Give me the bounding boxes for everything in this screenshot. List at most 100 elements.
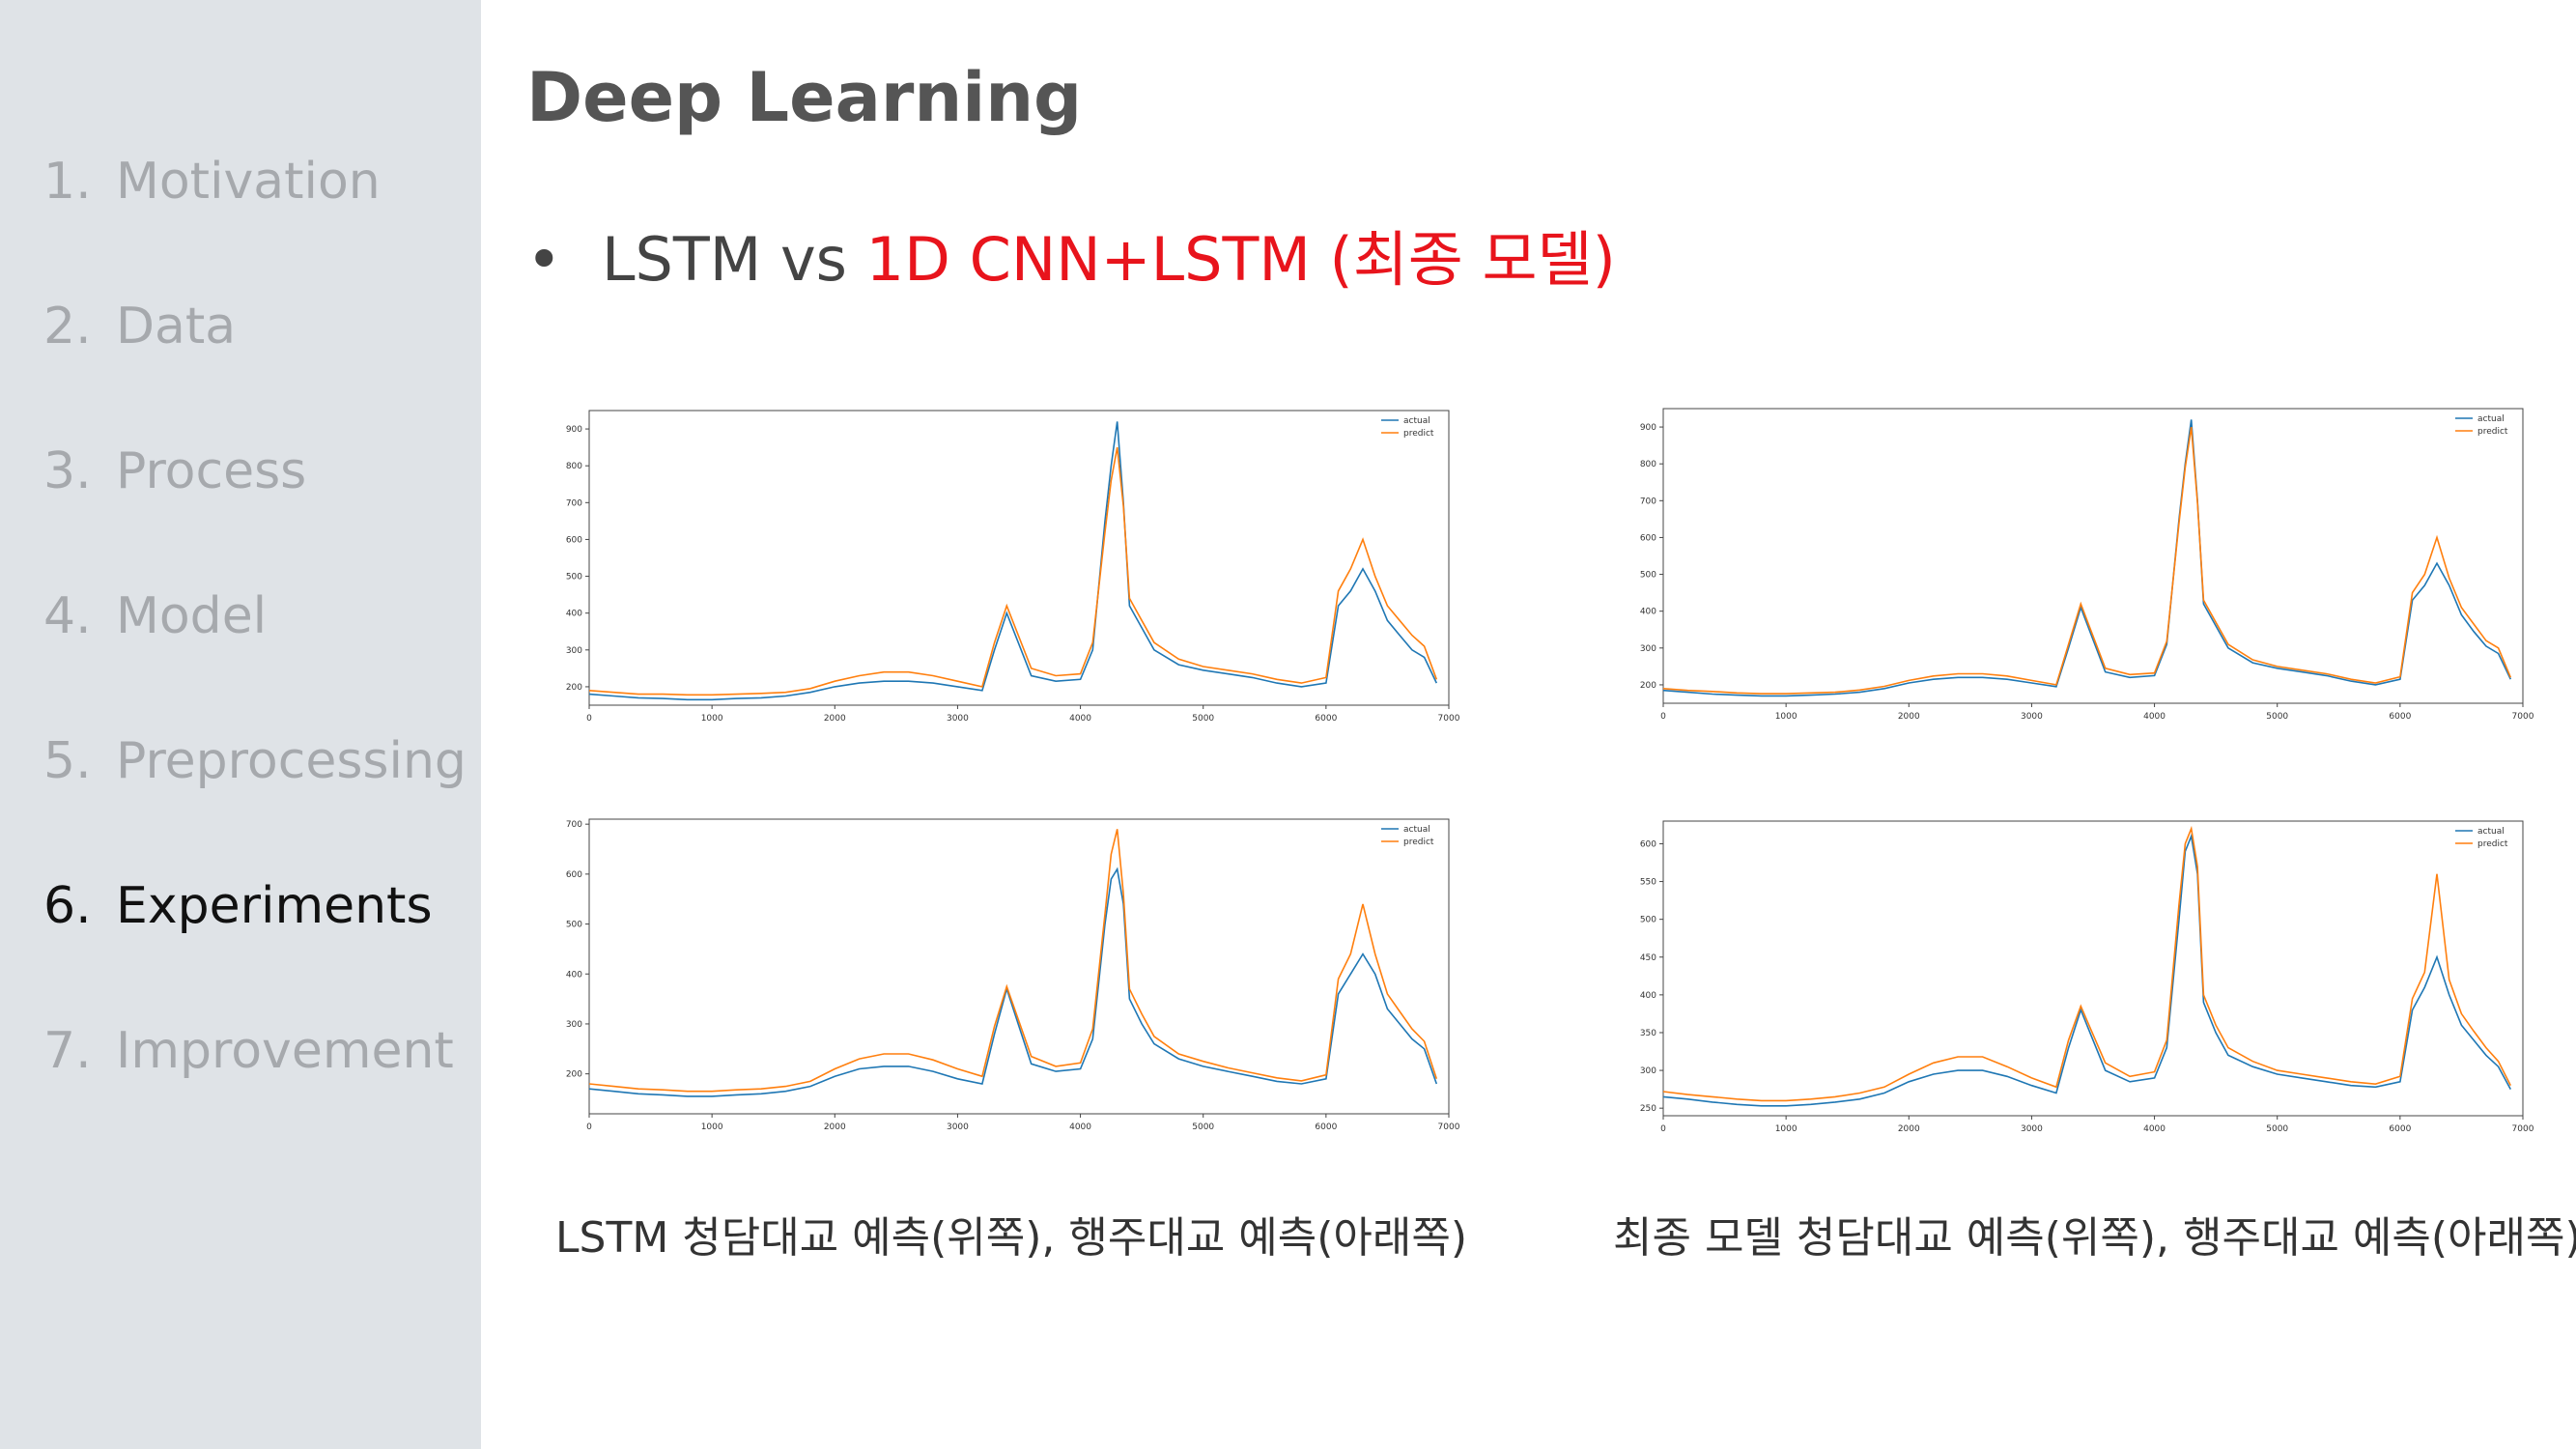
x-tick-label: 2000 bbox=[824, 1122, 846, 1132]
nav-item-model[interactable]: 4. Model bbox=[43, 587, 267, 645]
nav-item-process[interactable]: 3. Process bbox=[43, 442, 306, 500]
legend-label-actual: actual bbox=[2477, 414, 2505, 424]
plot-frame bbox=[1662, 408, 2524, 704]
x-tick-label: 1000 bbox=[1775, 712, 1798, 722]
legend-label-predict: predict bbox=[1403, 838, 1434, 847]
x-tick-label: 3000 bbox=[947, 1122, 969, 1132]
bullet-dot-icon: • bbox=[526, 224, 562, 295]
nav-item-number: 5. bbox=[43, 732, 92, 790]
nav-item-label: Improvement bbox=[116, 1022, 454, 1080]
y-tick-label: 400 bbox=[566, 610, 582, 619]
x-tick-label: 4000 bbox=[1069, 1122, 1091, 1132]
plot-frame bbox=[588, 818, 1450, 1115]
chart-svg: 0 1000 2000 3000 4000 5000 6000 7000 200 300 400 50… bbox=[566, 410, 1460, 724]
x-tick-label: 3000 bbox=[947, 714, 969, 724]
chart-lstm-haengju: 0 1000 2000 3000 4000 5000 6000 7000 200 300 400 50… bbox=[541, 810, 1460, 1143]
x-tick-label: 5000 bbox=[1192, 714, 1214, 724]
x-tick-label: 6000 bbox=[2389, 712, 2411, 722]
nav-item-number: 6. bbox=[43, 877, 92, 935]
nav-item-data[interactable]: 2. Data bbox=[43, 298, 236, 355]
plot-frame bbox=[588, 410, 1450, 706]
x-tick-label: 7000 bbox=[1438, 714, 1460, 724]
nav-item-improvement[interactable]: 7. Improvement bbox=[43, 1022, 454, 1080]
nav-item-number: 4. bbox=[43, 587, 92, 645]
chart-final-cheongdam: 0 1000 2000 3000 4000 5000 6000 7000 200 300 400 50… bbox=[1615, 399, 2534, 732]
y-tick-label: 500 bbox=[1640, 571, 1656, 581]
x-tick-label: 5000 bbox=[2266, 712, 2288, 722]
nav-item-motivation[interactable]: 1. Motivation bbox=[43, 153, 381, 211]
bullet-line: • LSTM vs 1D CNN+LSTM (최종 모델) bbox=[526, 211, 1616, 298]
y-tick-label: 300 bbox=[1640, 644, 1656, 654]
nav-item-preprocessing[interactable]: 5. Preprocessing bbox=[43, 732, 467, 790]
nav-item-number: 1. bbox=[43, 153, 92, 211]
chart-final-haengju: 0 1000 2000 3000 4000 5000 6000 7000 250 300 350 40… bbox=[1615, 811, 2534, 1145]
plot-frame bbox=[1662, 820, 2524, 1117]
nav-item-label: Preprocessing bbox=[116, 732, 467, 790]
y-tick-label: 200 bbox=[1640, 681, 1656, 691]
chart-svg: 0 1000 2000 3000 4000 5000 6000 7000 200 300 400 50… bbox=[566, 818, 1460, 1132]
legend-label-predict: predict bbox=[2477, 839, 2508, 849]
nav-item-label: Model bbox=[116, 587, 268, 645]
chart-svg: 0 1000 2000 3000 4000 5000 6000 7000 200 300 400 50… bbox=[1640, 408, 2534, 722]
legend-label-predict: predict bbox=[1403, 429, 1434, 439]
legend-label-predict: predict bbox=[2477, 427, 2508, 437]
x-tick-label: 4000 bbox=[1069, 714, 1091, 724]
y-tick-label: 800 bbox=[566, 462, 582, 471]
y-tick-label: 300 bbox=[566, 646, 582, 656]
series-line-predict bbox=[1662, 426, 2512, 695]
x-tick-label: 3000 bbox=[2021, 1124, 2043, 1134]
y-tick-label: 300 bbox=[1640, 1066, 1656, 1076]
y-tick-label: 700 bbox=[566, 498, 582, 508]
series-line-actual bbox=[588, 867, 1438, 1097]
x-tick-label: 6000 bbox=[1315, 1122, 1337, 1132]
nav-item-number: 7. bbox=[43, 1022, 92, 1080]
x-tick-label: 0 bbox=[1660, 712, 1666, 722]
legend-label-actual: actual bbox=[1403, 825, 1430, 835]
y-tick-label: 500 bbox=[566, 573, 582, 582]
nav-item-number: 3. bbox=[43, 442, 92, 500]
series-line-predict bbox=[1662, 825, 2512, 1102]
x-tick-label: 5000 bbox=[2266, 1124, 2288, 1134]
nav-item-label: Process bbox=[116, 442, 307, 500]
chart-svg: 0 1000 2000 3000 4000 5000 6000 7000 250 300 350 40… bbox=[1640, 820, 2534, 1134]
y-tick-label: 400 bbox=[1640, 991, 1656, 1001]
y-tick-label: 700 bbox=[566, 820, 582, 830]
x-tick-label: 2000 bbox=[824, 714, 846, 724]
bullet-highlight: 1D CNN+LSTM (최종 모델) bbox=[865, 224, 1616, 295]
y-tick-label: 800 bbox=[1640, 460, 1656, 469]
series-line-predict bbox=[588, 829, 1438, 1093]
y-tick-label: 250 bbox=[1640, 1104, 1656, 1114]
y-tick-label: 550 bbox=[1640, 878, 1656, 888]
x-tick-label: 3000 bbox=[2021, 712, 2043, 722]
y-tick-label: 400 bbox=[566, 970, 582, 980]
x-tick-label: 5000 bbox=[1192, 1122, 1214, 1132]
y-tick-label: 450 bbox=[1640, 953, 1656, 963]
x-tick-label: 0 bbox=[586, 714, 592, 724]
x-tick-label: 2000 bbox=[1898, 1124, 1920, 1134]
caption-left: LSTM 청담대교 예측(위쪽), 행주대교 예측(아래쪽) bbox=[555, 1213, 1468, 1263]
nav-item-number: 2. bbox=[43, 298, 92, 355]
legend-label-actual: actual bbox=[2477, 827, 2505, 837]
y-tick-label: 600 bbox=[1640, 839, 1656, 849]
x-tick-label: 1000 bbox=[1775, 1124, 1798, 1134]
y-tick-label: 600 bbox=[566, 870, 582, 880]
series-line-actual bbox=[1662, 833, 2512, 1107]
nav-item-label: Motivation bbox=[116, 153, 381, 211]
x-tick-label: 0 bbox=[586, 1122, 592, 1132]
x-tick-label: 1000 bbox=[701, 1122, 723, 1132]
y-tick-label: 200 bbox=[566, 683, 582, 693]
bullet-text: LSTM vs bbox=[602, 224, 866, 295]
y-tick-label: 500 bbox=[1640, 916, 1656, 925]
x-tick-label: 1000 bbox=[701, 714, 723, 724]
x-tick-label: 2000 bbox=[1898, 712, 1920, 722]
nav-item-experiments[interactable]: 6. Experiments bbox=[43, 877, 433, 935]
y-tick-label: 600 bbox=[1640, 533, 1656, 543]
y-tick-label: 200 bbox=[566, 1070, 582, 1080]
y-tick-label: 350 bbox=[1640, 1029, 1656, 1038]
y-tick-label: 900 bbox=[566, 425, 582, 435]
y-tick-label: 700 bbox=[1640, 497, 1656, 506]
x-tick-label: 4000 bbox=[2143, 712, 2166, 722]
sidebar: 1. Motivation 2. Data 3. Process 4. Model 5.… bbox=[0, 0, 481, 1449]
x-tick-label: 7000 bbox=[2512, 1124, 2534, 1134]
x-tick-label: 7000 bbox=[2512, 712, 2534, 722]
